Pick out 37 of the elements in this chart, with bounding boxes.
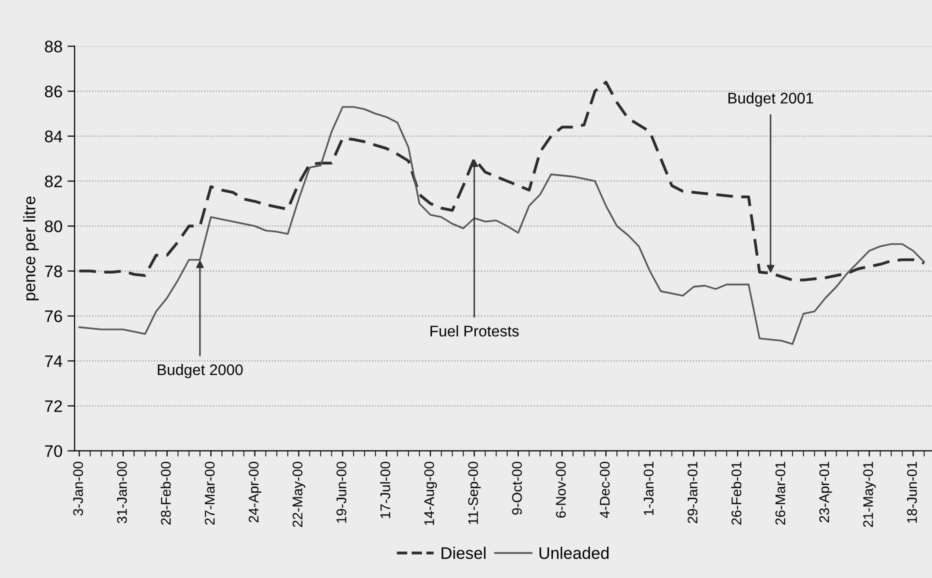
y-tick-label: 72 — [45, 400, 62, 412]
x-tick-label: 27-Mar-00 — [204, 462, 215, 525]
y-tick-label: 86 — [44, 86, 62, 98]
x-tick-label: 9-Oct-00 — [512, 462, 522, 515]
y-tick-label: 78 — [45, 265, 62, 278]
x-tick-label: 3-Jan-00 — [73, 462, 83, 516]
x-tick-label: 28-Feb-00 — [160, 462, 171, 525]
x-tick-label: 1-Jan-01 — [644, 462, 654, 516]
line-series — [78, 106, 925, 345]
x-tick-label: 6-Nov-00 — [556, 462, 566, 518]
x-tick-label: 23-Apr-01 — [819, 462, 832, 522]
y-tick-label: 84 — [44, 130, 62, 142]
x-tick-label: 17-Jul-00 — [380, 462, 390, 518]
x-tick-label: 31-Jan-00 — [117, 462, 127, 524]
x-tick-label: 11-Sep-00 — [468, 462, 481, 524]
x-tick-label: 24-Apr-00 — [248, 462, 262, 522]
legend-label: Diesel — [442, 546, 486, 559]
y-tick-label: 74 — [45, 356, 62, 367]
annotation: Budget 2001 — [728, 92, 814, 107]
x-tick-label: 22-May-00 — [292, 462, 306, 527]
y-tick-label: 76 — [45, 310, 62, 322]
x-tick-label: 26-Feb-01 — [731, 462, 742, 525]
x-tick-label: 4-Dec-00 — [600, 462, 610, 518]
x-tick-label: 26-Mar-01 — [775, 462, 786, 525]
x-tick-label: 18-Jun-01 — [907, 462, 917, 523]
y-tick-label: 70 — [45, 445, 62, 458]
x-tick-label: 14-Aug-00 — [424, 462, 437, 526]
annotation: Fuel Protests — [430, 325, 519, 337]
x-tick-label: 29-Jan-01 — [688, 462, 698, 524]
y-tick-label: 80 — [44, 220, 62, 232]
y-tick-label: 88 — [44, 40, 62, 52]
legend-label: Unleaded — [540, 546, 609, 559]
x-tick-label: 19-Jun-00 — [336, 462, 346, 523]
y-axis-title: pence per litre — [23, 196, 39, 300]
annotation: Budget 2000 — [158, 364, 243, 378]
y-tick-label: 82 — [44, 176, 62, 188]
x-tick-label: 21-May-01 — [863, 462, 876, 527]
